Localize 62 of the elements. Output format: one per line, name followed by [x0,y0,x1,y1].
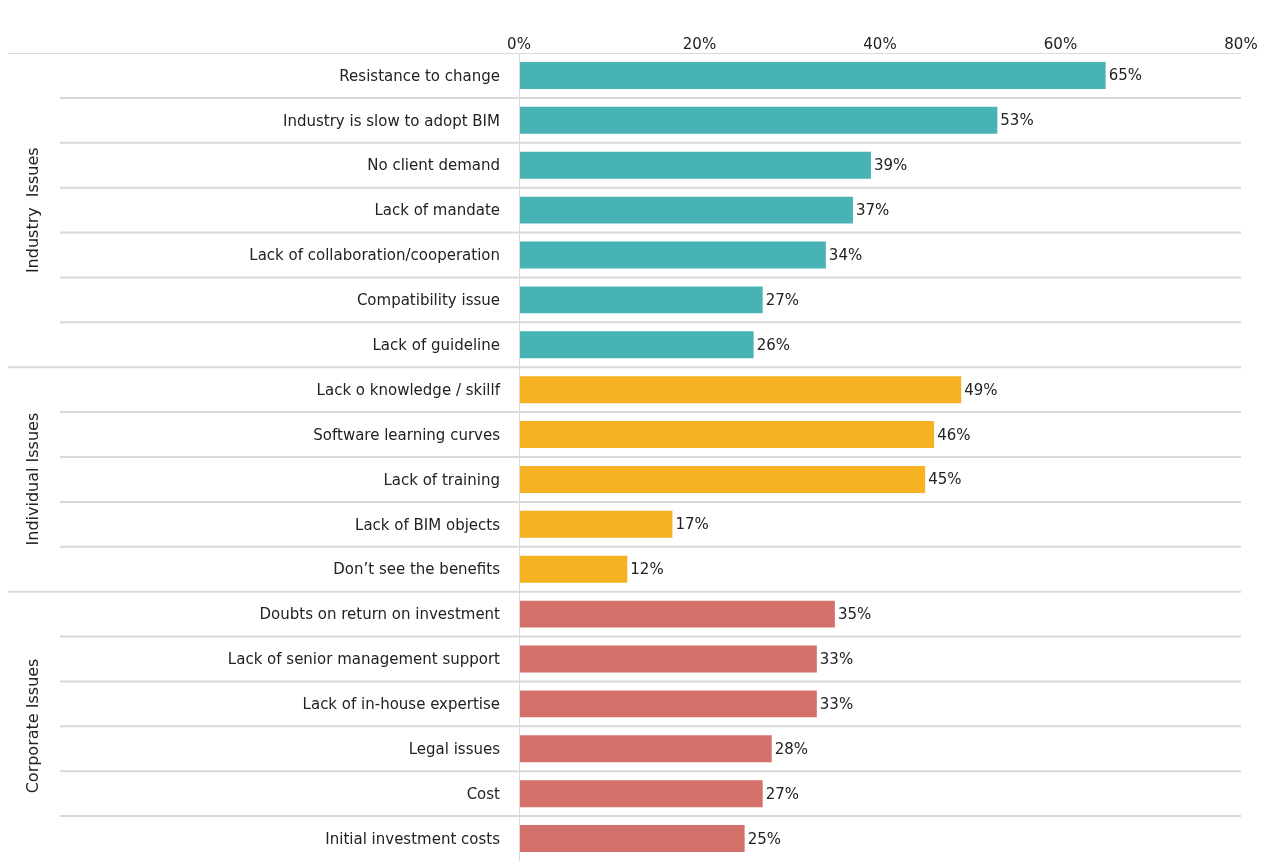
bar [519,555,628,583]
data-label: 39% [873,156,908,175]
bar [519,645,817,673]
data-label: 33% [819,650,854,668]
y-tick-label: Resistance to change [339,66,500,85]
y-tick-label: Cost [466,784,501,803]
y-tick-label: Initial investment costs [325,829,501,848]
data-label: 33% [819,694,854,713]
x-tick-label: 20% [682,35,717,53]
data-label: 46% [937,425,971,444]
data-label: 25% [747,829,781,848]
y-tick-label: Don’t see the benefits [333,560,501,579]
text: Individual Issues [22,412,42,546]
bar [519,106,998,134]
data-label: 27% [765,784,800,803]
x-tick-label: 80% [1224,35,1258,53]
y-tick-label: Lack of collaboration/cooperation [249,246,500,265]
bar [519,286,763,314]
data-label: 12% [630,560,664,579]
x-tick-label: 40% [863,35,897,53]
y-tick-label: Lack of in-house expertise [302,695,500,714]
data-label: 53% [1000,111,1034,130]
bar [519,376,962,404]
bar [519,241,826,269]
y-tick-label: Software learning curves [313,425,501,444]
y-tick-label: Legal issues [408,740,501,759]
text: Corporate Issues [22,658,42,794]
data-label: 37% [855,201,890,220]
y-tick-label: Doubts on return on investment [259,605,501,624]
y-tick-label: Lack of guideline [372,336,500,355]
y-tick-label: Lack o knowledge / skillf [316,380,501,399]
data-label: 28% [774,739,809,758]
y-tick-label: Compatibility issue [356,291,500,310]
bar [519,735,772,763]
data-label: 34% [828,246,863,264]
text: Industry Issues [22,147,42,274]
bar [519,61,1106,89]
data-label: 17% [675,515,709,534]
y-tick-label: Lack of senior management support [227,650,501,669]
data-label: 49% [964,380,998,399]
data-label: 26% [756,335,790,354]
bar [519,825,745,853]
bar [519,151,871,179]
y-tick-label: Lack of training [383,470,500,489]
bar [519,196,853,224]
y-tick-label: Industry is slow to adopt BIM [283,111,500,130]
bar [519,600,835,628]
bar [519,780,763,808]
data-label: 35% [837,605,872,624]
data-label: 27% [765,290,800,309]
y-tick-label: Lack of mandate [374,201,500,220]
x-tick-label: 0% [507,35,531,53]
y-tick-label: No client demand [367,156,500,175]
bar [519,331,754,359]
bar [519,510,673,538]
data-label: 65% [1108,66,1142,85]
x-tick-label: 60% [1043,35,1078,53]
data-label: 45% [928,470,962,489]
y-tick-label: Lack of BIM objects [355,515,501,534]
bar [519,421,935,449]
bar [519,690,817,718]
bar [519,465,926,493]
